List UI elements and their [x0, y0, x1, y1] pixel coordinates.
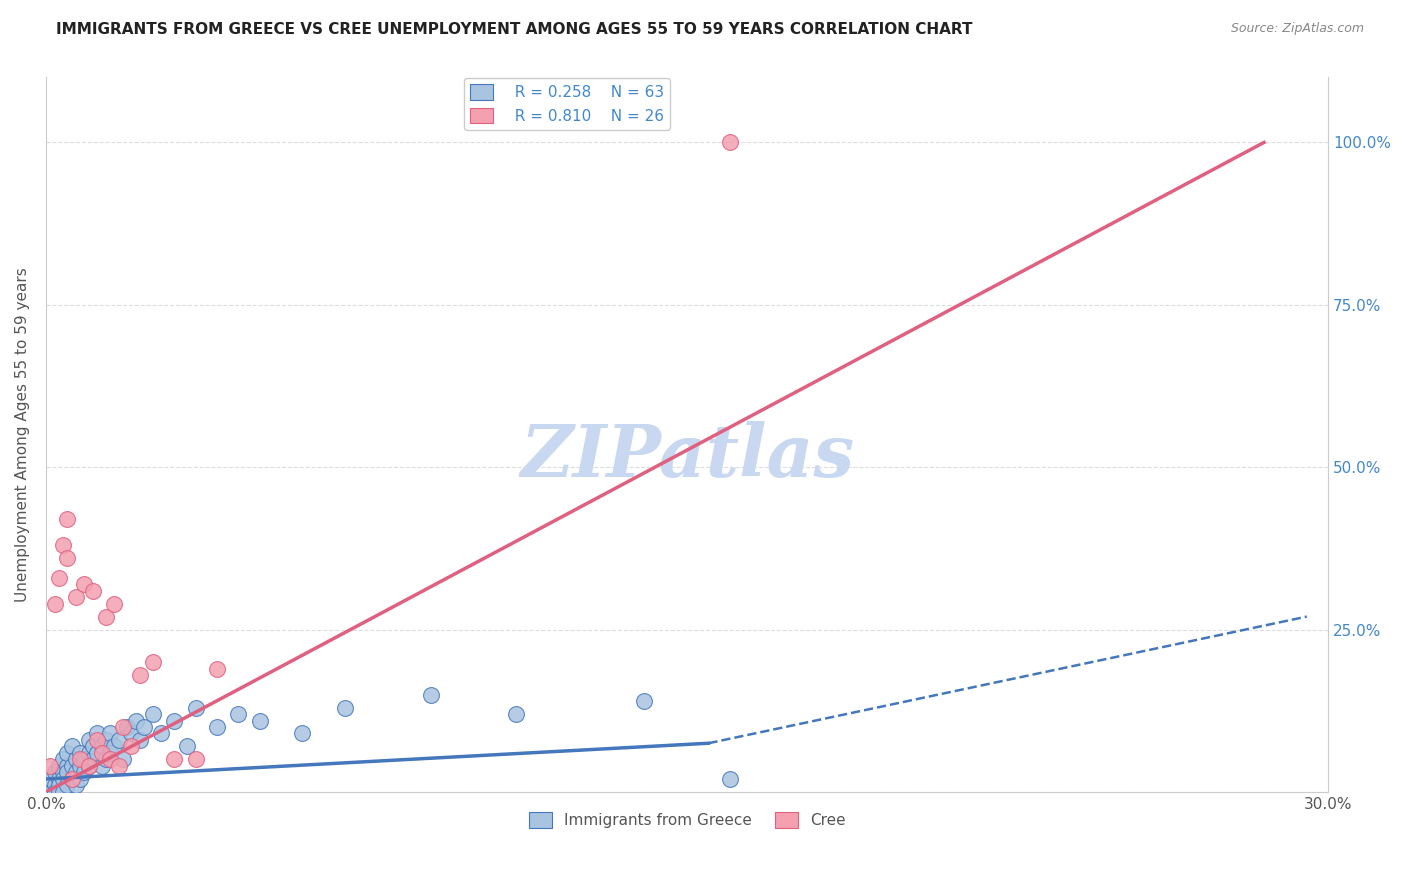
Point [73, 752, 96, 766]
Y-axis label: Unemployment Among Ages 55 to 59 years: Unemployment Among Ages 55 to 59 years [15, 268, 30, 602]
Point [633, 694, 655, 708]
Point [73, 765, 96, 780]
Point [142, 655, 165, 669]
Point [107, 759, 129, 773]
Point [77, 746, 100, 760]
Point [94, 733, 117, 747]
Point [65, 779, 87, 793]
Point [226, 706, 249, 721]
Point [94, 752, 117, 766]
Point [103, 739, 125, 754]
Point [129, 668, 152, 682]
Point [77, 759, 100, 773]
Point [82, 583, 104, 598]
Point [65, 752, 87, 766]
Point [184, 752, 207, 766]
Point [98, 726, 121, 740]
Point [120, 739, 142, 754]
Point [52, 772, 75, 786]
Point [77, 733, 100, 747]
Point [86, 733, 108, 747]
Point [176, 739, 198, 754]
Point [333, 700, 356, 714]
Point [291, 726, 314, 740]
Point [163, 714, 186, 728]
Point [48, 759, 70, 773]
Point [107, 733, 129, 747]
Point [73, 577, 96, 591]
Point [56, 779, 79, 793]
Point [129, 733, 152, 747]
Point [44, 597, 66, 611]
Point [39, 759, 62, 773]
Point [419, 688, 441, 702]
Point [94, 609, 117, 624]
Point [56, 759, 79, 773]
Point [60, 759, 83, 773]
Point [77, 759, 100, 773]
Point [69, 772, 91, 786]
Point [205, 661, 228, 675]
Point [56, 765, 79, 780]
Point [134, 720, 156, 734]
Point [125, 714, 148, 728]
Text: Source: ZipAtlas.com: Source: ZipAtlas.com [1230, 22, 1364, 36]
Point [86, 746, 108, 760]
Point [56, 551, 79, 566]
Point [718, 772, 741, 786]
Point [52, 785, 75, 799]
Text: IMMIGRANTS FROM GREECE VS CREE UNEMPLOYMENT AMONG AGES 55 TO 59 YEARS CORRELATIO: IMMIGRANTS FROM GREECE VS CREE UNEMPLOYM… [56, 22, 973, 37]
Point [60, 772, 83, 786]
Point [120, 726, 142, 740]
Point [111, 720, 134, 734]
Point [60, 739, 83, 754]
Point [103, 597, 125, 611]
Point [52, 752, 75, 766]
Point [52, 538, 75, 552]
Point [56, 746, 79, 760]
Point [56, 512, 79, 526]
Point [98, 752, 121, 766]
Point [39, 772, 62, 786]
Legend: Immigrants from Greece, Cree: Immigrants from Greece, Cree [523, 806, 852, 834]
Point [115, 720, 138, 734]
Point [48, 571, 70, 585]
Point [163, 752, 186, 766]
Point [52, 765, 75, 780]
Point [249, 714, 271, 728]
Point [111, 752, 134, 766]
Text: ZIPatlas: ZIPatlas [520, 421, 853, 491]
Point [86, 726, 108, 740]
Point [90, 746, 112, 760]
Point [44, 765, 66, 780]
Point [205, 720, 228, 734]
Point [65, 590, 87, 604]
Point [90, 759, 112, 773]
Point [82, 752, 104, 766]
Point [90, 739, 112, 754]
Point [69, 752, 91, 766]
Point [65, 765, 87, 780]
Point [44, 779, 66, 793]
Point [505, 706, 527, 721]
Point [48, 785, 70, 799]
Point [69, 759, 91, 773]
Point [150, 726, 173, 740]
Point [44, 785, 66, 799]
Point [718, 136, 741, 150]
Point [39, 785, 62, 799]
Point [142, 706, 165, 721]
Point [69, 746, 91, 760]
Point [184, 700, 207, 714]
Point [60, 772, 83, 786]
Point [48, 779, 70, 793]
Point [82, 739, 104, 754]
Point [48, 772, 70, 786]
Point [98, 746, 121, 760]
